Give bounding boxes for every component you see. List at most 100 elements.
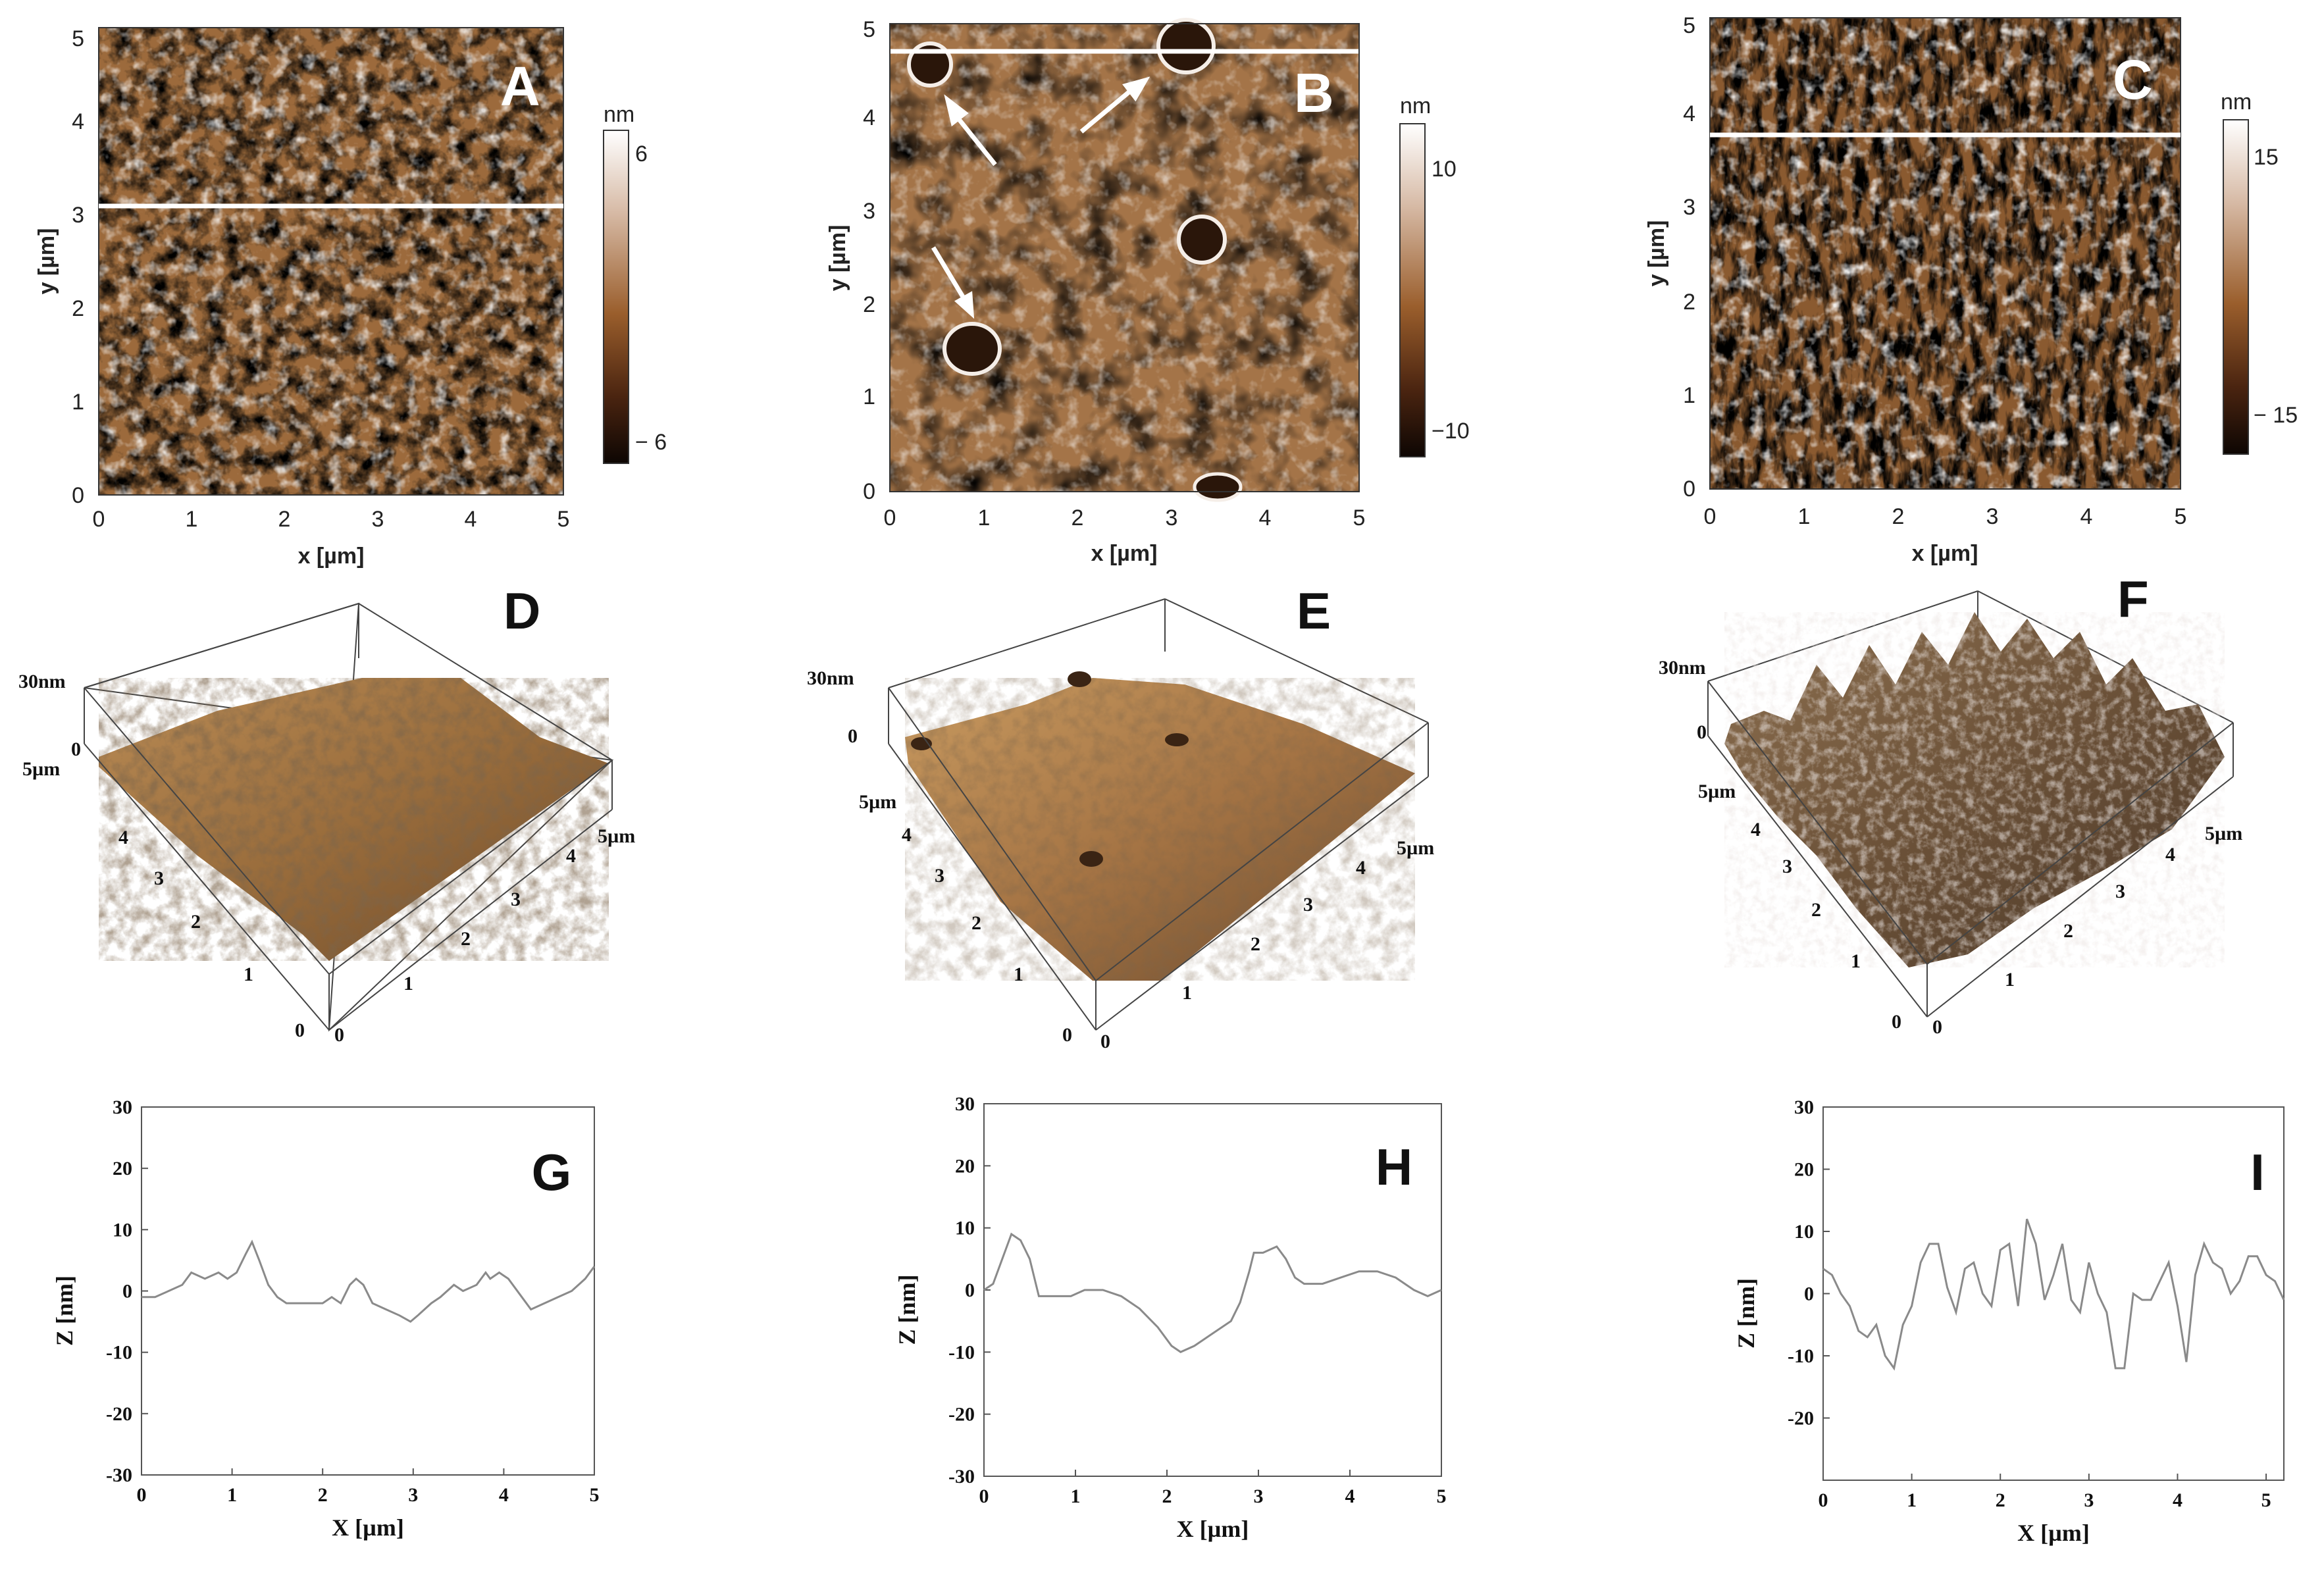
x-tick: 2 [1072, 505, 1084, 530]
y-tick-label: 0 [1804, 1283, 1814, 1305]
y-tick: 4 [1751, 819, 1761, 840]
colorbar-c: nm 15 − 15 [2221, 90, 2298, 455]
x-tick: 0 [93, 507, 105, 532]
x-axis-end: 5µm [1397, 837, 1434, 859]
panel-label-b: B [1294, 62, 1334, 124]
x-tick-label: 3 [2084, 1489, 2094, 1511]
x-tick: 5 [557, 507, 570, 532]
y-axis-label: Z [nm] [51, 1276, 78, 1346]
plot-frame [983, 1103, 1442, 1477]
panel-e-3d-axes: 30nm 0 5µm 5µm 4 3 2 1 0 0 1 2 3 4 [807, 667, 1434, 1052]
y-tick: 1 [1683, 383, 1695, 408]
colorbar-max: 6 [635, 142, 648, 167]
y-tick: 4 [118, 827, 128, 848]
y-tick-label: -20 [106, 1403, 132, 1425]
y-tick: 2 [72, 296, 84, 321]
x-tick: 0 [334, 1024, 344, 1046]
x-tick: 3 [511, 889, 521, 910]
x-tick: 4 [1259, 505, 1272, 530]
x-axis-label: X [µm] [2017, 1520, 2090, 1546]
y-tick: 3 [154, 867, 164, 889]
y-tick-label: -30 [106, 1464, 132, 1486]
x-tick: 3 [372, 507, 384, 532]
panel-c-axes: 0 1 2 3 4 5 0 1 2 3 4 5 x [µm] y [µm] [1644, 13, 2186, 566]
z-axis-zero: 0 [71, 738, 81, 760]
colorbar-min: − 15 [2254, 403, 2298, 428]
colorbar-min: −10 [1432, 419, 1470, 444]
z-axis-zero: 0 [1697, 721, 1707, 743]
y-tick-label: 0 [965, 1279, 975, 1301]
x-axis-label: X [µm] [332, 1514, 404, 1541]
chart-g-line-profile: 0 1 2 3 4 5 -30 -20 -10 0 10 20 30 X [µm] Z [nm] G [51, 1096, 600, 1541]
x-tick: 1 [1798, 504, 1811, 529]
y-tick-label: 30 [955, 1093, 975, 1115]
x-tick-label: 5 [590, 1484, 600, 1506]
x-tick: 4 [2080, 504, 2093, 529]
pit [943, 322, 1002, 376]
pit [1193, 472, 1243, 502]
x-tick: 2 [461, 928, 471, 950]
x-tick: 2 [278, 507, 291, 532]
chart-i-line-profile: 0 1 2 3 4 5 -20 -10 0 10 20 30 X [µm] Z [nm] I [1733, 1096, 2285, 1546]
y-tick: 4 [72, 109, 84, 134]
x-tick: 3 [1986, 504, 1999, 529]
x-axis-label: x [µm] [1912, 541, 1978, 566]
x-tick: 1 [1182, 982, 1192, 1004]
panel-label-e: E [1297, 582, 1331, 640]
colorbar-a: nm 6 − 6 [603, 102, 667, 464]
x-tick-label: 1 [1907, 1489, 1917, 1511]
y-tick: 0 [295, 1019, 305, 1041]
plot-frame [1822, 1106, 2285, 1481]
y-tick: 5 [863, 17, 875, 42]
x-tick-label: 4 [1345, 1485, 1355, 1507]
y-tick-label: 0 [122, 1281, 132, 1302]
x-tick: 1 [978, 505, 991, 530]
profile-series-line [142, 1239, 596, 1323]
y-tick: 1 [244, 964, 253, 985]
pit [911, 737, 932, 750]
x-tick-label: 5 [2261, 1489, 2271, 1511]
panel-b-axes: 0 1 2 3 4 5 0 1 2 3 4 5 x [µm] y [µm] [825, 17, 1365, 566]
x-tick-label: 0 [1819, 1489, 1828, 1511]
y-axis-label: y [µm] [1644, 220, 1669, 287]
panel-label-d: D [504, 582, 540, 640]
x-tick: 2 [1892, 504, 1905, 529]
panel-a-axes: 0 1 2 3 4 5 0 1 2 3 4 5 x [µm] y [µm] [34, 26, 569, 569]
y-tick: 1 [1851, 950, 1861, 972]
colorbar-b: nm 10 −10 [1399, 93, 1470, 457]
y-tick-label: 20 [113, 1158, 132, 1179]
y-tick: 2 [1683, 290, 1695, 315]
x-tick: 3 [2115, 881, 2125, 902]
x-tick-label: 1 [1071, 1485, 1081, 1507]
x-axis-end: 5µm [2205, 823, 2242, 844]
y-tick-label: -10 [948, 1341, 975, 1363]
pit [1079, 851, 1103, 867]
panel-label-c: C [2113, 49, 2153, 111]
y-axis-label: y [µm] [825, 225, 850, 292]
profile-series-line [983, 1232, 1442, 1354]
panel-f-3d-axes: 30nm 0 5µm 5µm 4 3 2 1 0 0 1 2 3 4 [1659, 657, 2242, 1038]
plot-frame [141, 1106, 595, 1476]
pit [907, 41, 953, 88]
y-tick: 0 [863, 479, 875, 504]
panel-label-a: A [500, 55, 540, 117]
y-tick-label: 10 [113, 1219, 132, 1241]
colorbar-unit: nm [604, 102, 634, 127]
x-tick: 3 [1303, 894, 1313, 915]
z-axis-top: 30nm [1659, 657, 1706, 679]
y-tick: 1 [72, 390, 84, 415]
z-axis-top: 30nm [807, 667, 854, 689]
pit [1068, 671, 1091, 687]
x-tick-label: 2 [1162, 1485, 1172, 1507]
x-tick: 0 [1100, 1031, 1110, 1052]
y-tick: 2 [1811, 899, 1821, 921]
x-tick-label: 3 [1254, 1485, 1264, 1507]
y-tick: 4 [902, 824, 912, 846]
y-axis-label: y [µm] [34, 228, 59, 295]
y-tick: 4 [863, 105, 875, 130]
y-axis-end: 5µm [859, 791, 896, 813]
y-tick: 2 [191, 911, 201, 933]
x-tick-label: 2 [318, 1484, 328, 1506]
chart-h-line-profile: 0 1 2 3 4 5 -30 -20 -10 0 10 20 30 X [µm] Z [nm] H [894, 1093, 1447, 1542]
